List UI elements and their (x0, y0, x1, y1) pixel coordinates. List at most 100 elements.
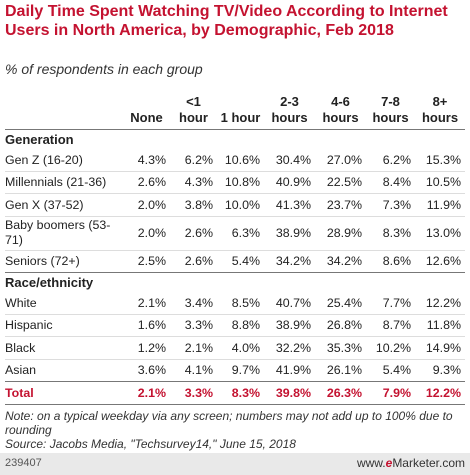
brand-rest: Marketer.com (392, 456, 465, 470)
total-label: Total (5, 381, 123, 405)
table-row: Baby boomers (53-71) 2.0% 2.6% 6.3% 38.9% 28.… (5, 215, 465, 250)
table-cell: 2.6% (123, 170, 170, 194)
table-cell: 2.0% (123, 215, 170, 250)
notes: Note: on a typical weekday via any scree… (5, 409, 465, 451)
table-cell: 6.3% (217, 215, 264, 250)
column-header: 8+ hours (415, 86, 465, 130)
group-header-row: Generation (5, 130, 465, 150)
header-blank (5, 86, 123, 130)
table-cell: 13.0% (415, 215, 465, 250)
column-header: None (123, 86, 170, 130)
table-cell: 5.4% (217, 249, 264, 273)
table-cell: 41.9% (264, 358, 315, 382)
table-row: Black 1.2% 2.1% 4.0% 32.2% 35.3% 10.2% 14.9% (5, 336, 465, 359)
table-cell: 40.9% (264, 170, 315, 194)
total-cell: 12.2% (415, 381, 465, 405)
group-header-row: Race/ethnicity (5, 272, 465, 292)
table-cell: 8.7% (366, 313, 415, 337)
table-cell: 34.2% (264, 249, 315, 273)
table-cell: 34.2% (315, 249, 366, 273)
group-label: Generation (5, 132, 74, 147)
table-cell: 5.4% (366, 358, 415, 382)
table-cell: 8.8% (217, 313, 264, 337)
table-cell: 23.7% (315, 193, 366, 216)
header-row: None <1 hour 1 hour 2-3 hours 4-6 hours 7-8 h… (5, 86, 465, 130)
total-row: Total 2.1% 3.3% 8.3% 39.8% 26.3% 7.9% 12.2% (5, 381, 465, 405)
emarketer-logo: www.eMarketer.com (357, 456, 465, 470)
table-cell: 8.5% (231, 295, 260, 310)
table-cell: 11.8% (415, 313, 465, 337)
table-cell: 10.8% (217, 170, 264, 194)
table-cell: 2.5% (123, 249, 170, 273)
table-cell: 3.4% (184, 295, 213, 310)
table-cell: 2.6% (170, 215, 217, 250)
row-label: Millennials (21-36) (5, 170, 123, 194)
table-cell: 22.5% (315, 170, 366, 194)
table-cell: 4.3% (170, 170, 217, 194)
table-cell: 9.7% (217, 358, 264, 382)
table-cell: 3.8% (170, 193, 217, 216)
total-cell: 26.3% (315, 381, 366, 405)
brand-e: e (385, 456, 393, 470)
table-cell: 38.9% (264, 313, 315, 337)
table-cell: 4.3% (137, 152, 166, 167)
table-row: White 2.1% 3.4% 8.5% 40.7% 25.4% 7.7% 12.2% (5, 292, 465, 314)
table-cell: 9.3% (415, 358, 465, 382)
table-cell: 40.7% (275, 295, 311, 310)
row-label: Gen Z (16-20) (5, 152, 83, 167)
row-label: Baby boomers (53-71) (5, 215, 123, 250)
table-cell: 6.2% (382, 152, 411, 167)
table-cell: 28.9% (315, 215, 366, 250)
total-cell: 39.8% (264, 381, 315, 405)
table-cell: 15.3% (425, 152, 461, 167)
column-header: 4-6 hours (315, 86, 366, 130)
data-table: None <1 hour 1 hour 2-3 hours 4-6 hours 7-8 h… (5, 86, 465, 405)
table-row: Seniors (72+) 2.5% 2.6% 5.4% 34.2% 34.2% 8.6% 1… (5, 249, 465, 273)
row-label: Seniors (72+) (5, 249, 123, 273)
table-row: Asian 3.6% 4.1% 9.7% 41.9% 26.1% 5.4% 9.3% (5, 358, 465, 382)
total-cell: 7.9% (366, 381, 415, 405)
table-cell: 8.3% (366, 215, 415, 250)
table-row: Gen X (37-52) 2.0% 3.8% 10.0% 41.3% 23.7% 7.3%… (5, 193, 465, 216)
table-cell: 32.2% (264, 336, 315, 359)
table-row: Millennials (21-36) 2.6% 4.3% 10.8% 40.9% 22.… (5, 170, 465, 194)
table-row: Gen Z (16-20) 4.3% 6.2% 10.6% 30.4% 27.0% 6.2%… (5, 149, 465, 171)
table-cell: 10.2% (366, 336, 415, 359)
total-cell: 3.3% (170, 381, 217, 405)
chart-title: Daily Time Spent Watching TV/Video Accor… (5, 3, 448, 39)
column-header: 1 hour (217, 86, 264, 130)
column-header: <1 hour (170, 86, 217, 130)
table-cell: 10.6% (224, 152, 260, 167)
table-cell: 10.5% (415, 170, 465, 194)
total-cell: 2.1% (123, 381, 170, 405)
table-cell: 26.1% (315, 358, 366, 382)
table-cell: 30.4% (275, 152, 311, 167)
table-cell: 8.4% (366, 170, 415, 194)
table-cell: 7.3% (366, 193, 415, 216)
table-cell: 4.1% (170, 358, 217, 382)
chart-subtitle: % of respondents in each group (5, 61, 203, 77)
footer-bar: 239407 www.eMarketer.com (0, 453, 470, 475)
table-cell: 14.9% (415, 336, 465, 359)
source-text: Source: Jacobs Media, "Techsurvey14," Ju… (5, 437, 296, 451)
note-text: Note: on a typical weekday via any scree… (5, 409, 453, 437)
table-cell: 3.6% (123, 358, 170, 382)
table-cell: 1.6% (123, 313, 170, 337)
table-cell: 2.6% (170, 249, 217, 273)
table-body: None <1 hour 1 hour 2-3 hours 4-6 hours 7-8 h… (5, 86, 465, 405)
table-cell: 27.0% (326, 152, 362, 167)
table-cell: 10.0% (217, 193, 264, 216)
table-cell: 2.0% (123, 193, 170, 216)
table-cell: 12.6% (415, 249, 465, 273)
brand-prefix: www. (356, 456, 386, 470)
column-header: 7-8 hours (366, 86, 415, 130)
row-label: Gen X (37-52) (5, 193, 123, 216)
row-label: Asian (5, 358, 123, 382)
total-cell: 8.3% (217, 381, 264, 405)
table-cell: 3.3% (170, 313, 217, 337)
table-cell: 2.1% (137, 295, 166, 310)
row-label: Hispanic (5, 313, 123, 337)
table-cell: 25.4% (326, 295, 362, 310)
table-row: Hispanic 1.6% 3.3% 8.8% 38.9% 26.8% 8.7% 11.8% (5, 313, 465, 337)
group-label: Race/ethnicity (5, 272, 465, 292)
